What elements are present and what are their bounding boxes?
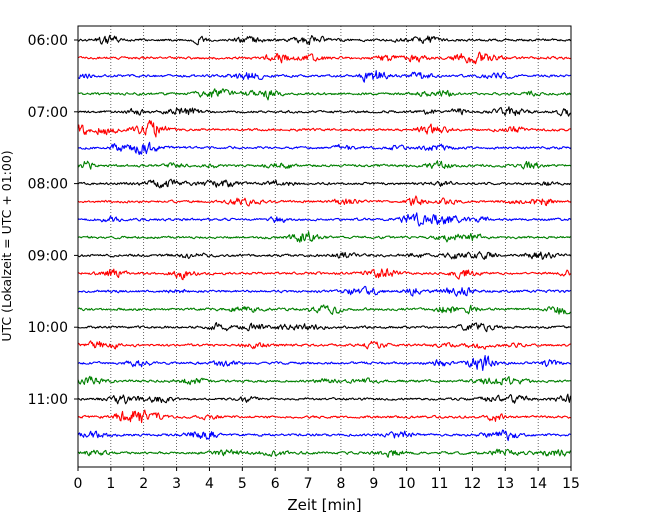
trace-0915: [77, 268, 572, 281]
x-tick-label: 3: [172, 476, 181, 492]
y-tick-label: 06:00: [28, 33, 68, 49]
trace-1130: [77, 429, 572, 442]
x-tick-label: 6: [271, 476, 280, 492]
trace-0730: [77, 141, 572, 156]
x-tick-label: 13: [496, 476, 514, 492]
trace-1115: [77, 409, 572, 424]
trace-0630: [77, 70, 572, 83]
x-tick-label: 1: [106, 476, 115, 492]
trace-0800: [77, 178, 571, 189]
x-tick-label: 4: [205, 476, 214, 492]
trace-0715: [77, 119, 572, 138]
y-axis-label: UTC (Lokalzeit = UTC + 01:00): [0, 150, 14, 341]
x-tick-label: 10: [398, 476, 416, 492]
trace-1030: [77, 355, 572, 372]
trace-1015: [77, 340, 572, 350]
y-tick-label: 11:00: [28, 392, 68, 408]
trace-0845: [77, 231, 572, 243]
trace-0615: [77, 51, 572, 65]
traces: [77, 34, 572, 458]
x-tick-label: 0: [74, 476, 83, 492]
y-tick-label: 10:00: [28, 320, 68, 336]
trace-1100: [77, 393, 572, 405]
trace-1045: [77, 375, 572, 386]
y-axis-ticks: 06:00 07:00 08:00 09:00 10:00 11:00: [28, 33, 78, 408]
x-axis-ticks: 0 1 2 3 4 5 6 7 8 9 10 11 12 13 14 15: [74, 467, 580, 492]
y-tick-label: 07:00: [28, 105, 68, 121]
trace-1000: [77, 322, 572, 333]
x-axis-label: Zeit [min]: [287, 496, 361, 514]
trace-0945: [77, 304, 572, 315]
x-tick-label: 7: [304, 476, 313, 492]
x-tick-label: 2: [139, 476, 148, 492]
trace-0645: [77, 88, 572, 101]
plot-frame: [77, 25, 572, 468]
x-tick-label: 12: [463, 476, 481, 492]
trace-1145: [77, 448, 572, 458]
x-tick-label: 5: [238, 476, 247, 492]
trace-0600: [77, 34, 572, 46]
trace-0745: [77, 160, 572, 170]
x-tick-label: 14: [529, 476, 547, 492]
x-tick-label: 11: [431, 476, 449, 492]
y-tick-label: 09:00: [28, 248, 68, 264]
y-tick-label: 08:00: [28, 177, 68, 193]
trace-0815: [77, 195, 572, 207]
trace-0830: [77, 212, 572, 227]
x-tick-label: 8: [336, 476, 345, 492]
trace-0930: [77, 285, 572, 297]
x-tick-label: 15: [562, 476, 580, 492]
trace-0900: [77, 251, 572, 260]
trace-0700: [77, 106, 572, 117]
x-tick-label: 9: [369, 476, 378, 492]
